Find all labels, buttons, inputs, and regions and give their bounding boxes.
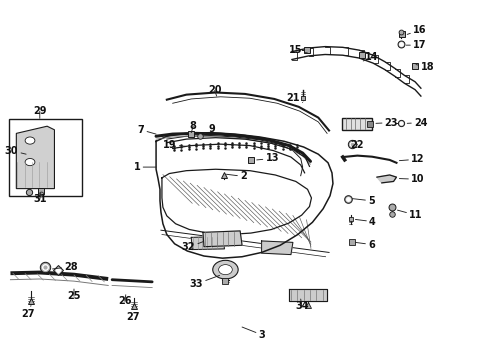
Text: 14: 14 (363, 52, 379, 62)
Circle shape (25, 137, 35, 144)
Text: 10: 10 (399, 174, 425, 184)
Polygon shape (289, 289, 327, 301)
Text: 17: 17 (406, 40, 427, 50)
Text: 24: 24 (407, 118, 428, 128)
Text: 26: 26 (118, 295, 131, 306)
Text: 20: 20 (208, 85, 221, 96)
Text: 32: 32 (182, 242, 203, 252)
Polygon shape (16, 126, 54, 189)
FancyBboxPatch shape (342, 118, 372, 130)
Text: 25: 25 (67, 289, 81, 301)
Text: 21: 21 (286, 93, 303, 103)
Polygon shape (191, 237, 224, 249)
Text: 27: 27 (21, 306, 35, 319)
Text: 30: 30 (5, 145, 26, 156)
Text: 4: 4 (355, 217, 376, 226)
Circle shape (213, 260, 238, 279)
Text: 3: 3 (242, 327, 266, 340)
Text: 29: 29 (33, 106, 47, 118)
Text: 33: 33 (190, 275, 220, 289)
Circle shape (219, 265, 232, 275)
Polygon shape (262, 241, 293, 255)
Text: 22: 22 (351, 140, 364, 150)
Text: 15: 15 (289, 45, 308, 55)
Text: 8: 8 (190, 121, 196, 133)
Polygon shape (203, 231, 242, 247)
Text: 34: 34 (295, 299, 308, 311)
Polygon shape (377, 175, 396, 183)
Text: 6: 6 (355, 239, 375, 249)
Text: 9: 9 (203, 124, 216, 135)
Text: 5: 5 (352, 196, 375, 206)
Text: 31: 31 (33, 193, 47, 204)
Text: 28: 28 (52, 262, 78, 272)
Text: 19: 19 (163, 140, 185, 150)
Text: 7: 7 (138, 125, 156, 135)
Text: 13: 13 (257, 153, 279, 163)
Text: 2: 2 (226, 171, 247, 181)
Text: 16: 16 (407, 25, 427, 35)
Text: 23: 23 (376, 118, 398, 128)
Text: 1: 1 (134, 162, 156, 172)
Text: 11: 11 (397, 210, 423, 220)
Text: 18: 18 (416, 62, 435, 72)
Circle shape (25, 158, 35, 166)
Text: 12: 12 (399, 154, 425, 164)
Text: 27: 27 (126, 309, 139, 322)
